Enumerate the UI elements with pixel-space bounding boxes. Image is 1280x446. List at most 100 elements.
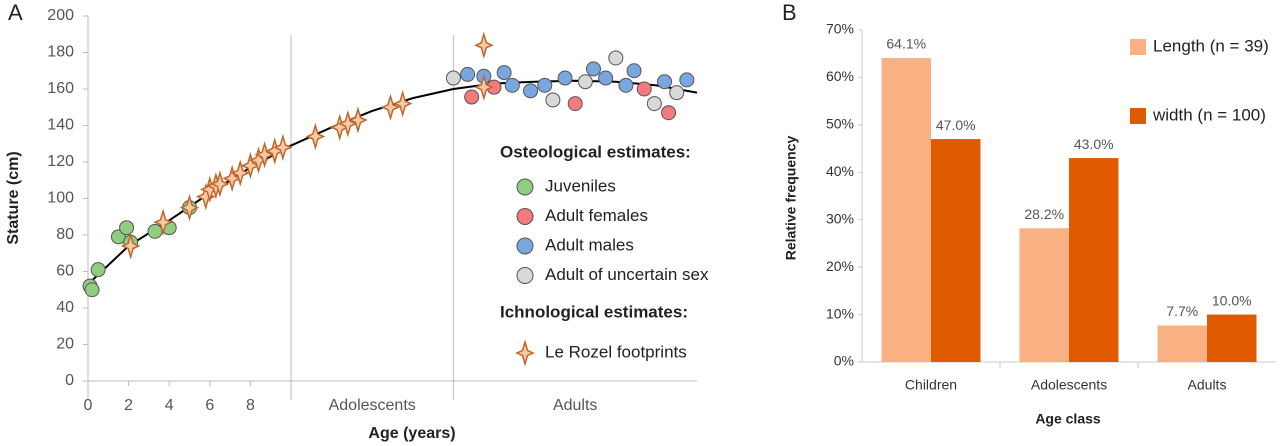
value-label: 7.7%: [1166, 303, 1198, 319]
y-tick-label: 100: [47, 190, 74, 207]
x-tick-label: 6: [205, 397, 214, 414]
point: [669, 85, 685, 101]
y-tick-label: 180: [47, 44, 74, 61]
point: [636, 81, 652, 97]
y-tick-label: 40%: [826, 163, 854, 179]
point: [679, 72, 695, 88]
legend-label: Adult males: [545, 235, 634, 254]
legend-swatch: [516, 237, 534, 255]
star-point: [338, 110, 358, 138]
x-tick-label: 2: [124, 397, 133, 414]
legend-label: Le Rozel footprints: [545, 342, 687, 361]
point: [504, 77, 520, 93]
bar: [1207, 314, 1257, 362]
legend-swatch: [516, 267, 534, 284]
x-tick-label: Children: [905, 377, 957, 393]
legend-label: Adult of uncertain sex: [545, 265, 709, 284]
x-tick-label: Adolescents: [1031, 377, 1107, 393]
y-tick-label: 120: [47, 153, 74, 170]
point: [646, 96, 662, 112]
star-point: [254, 141, 275, 169]
star-point: [230, 159, 251, 187]
bar: [1069, 158, 1119, 362]
legend-label: Length (n = 39): [1153, 36, 1269, 55]
bar: [1019, 228, 1069, 362]
y-tick-label: 160: [47, 80, 74, 97]
point: [445, 70, 461, 86]
y-tick-label: 40: [56, 299, 74, 316]
star-point: [179, 193, 200, 222]
bar: [1157, 325, 1207, 362]
point: [523, 83, 539, 99]
y-axis-title: Stature (cm): [5, 151, 22, 244]
panel-label: B: [782, 0, 797, 25]
x-tick-label: 0: [84, 397, 93, 414]
star-point: [348, 106, 368, 134]
point: [657, 74, 673, 90]
y-axis-title: Relative frequency: [783, 136, 799, 261]
point: [557, 70, 573, 86]
star-point: [240, 151, 261, 180]
y-tick-label: 20%: [826, 258, 854, 274]
point: [626, 63, 642, 79]
value-label: 28.2%: [1024, 206, 1064, 222]
x-axis-title: Age (years): [368, 425, 455, 442]
legend-label: width (n = 100): [1152, 105, 1266, 124]
star-point: [273, 133, 293, 162]
region-label: Adults: [553, 397, 597, 414]
point: [567, 96, 583, 112]
star-point: [305, 122, 326, 151]
star-point: [222, 164, 242, 193]
region-label: Adolescents: [329, 397, 416, 414]
y-tick-label: 0%: [834, 353, 854, 369]
legend-swatch: [516, 208, 534, 225]
star-point: [120, 232, 141, 260]
star-point: [392, 89, 413, 118]
y-tick-label: 140: [47, 117, 74, 134]
bar: [881, 57, 931, 363]
x-axis-title: Age class: [1035, 411, 1101, 427]
point: [537, 77, 553, 93]
point: [608, 50, 624, 66]
bar: [931, 139, 981, 362]
star-point: [474, 31, 494, 59]
point: [577, 74, 593, 90]
legend-swatch: [515, 339, 535, 367]
x-tick-label: 8: [246, 397, 255, 414]
point: [90, 262, 106, 278]
x-tick-label: Adults: [1188, 377, 1227, 393]
panel-label: A: [8, 0, 23, 25]
y-tick-label: 30%: [826, 210, 854, 226]
y-tick-label: 20: [56, 336, 74, 353]
legend-swatch: [516, 178, 534, 196]
point: [464, 89, 480, 105]
value-label: 43.0%: [1074, 136, 1114, 152]
y-tick-label: 70%: [826, 21, 854, 37]
value-label: 47.0%: [936, 117, 976, 133]
star-point: [210, 170, 230, 198]
point: [585, 61, 601, 77]
y-tick-label: 0: [65, 372, 74, 389]
legend-title: Ichnological estimates:: [500, 302, 688, 321]
y-tick-label: 50%: [826, 116, 854, 132]
star-point: [474, 73, 494, 101]
point: [119, 220, 135, 236]
y-tick-label: 80: [56, 226, 74, 243]
point: [496, 65, 512, 81]
point: [598, 70, 614, 86]
point: [147, 223, 163, 239]
star-point: [380, 93, 401, 121]
star-point: [153, 208, 173, 236]
legend-label: Adult females: [545, 206, 648, 225]
y-tick-label: 60: [56, 263, 74, 280]
point: [618, 77, 634, 93]
legend-swatch: [1130, 39, 1146, 55]
y-tick-label: 200: [47, 7, 74, 24]
y-tick-label: 10%: [826, 305, 854, 321]
x-tick-label: 4: [165, 397, 174, 414]
value-label: 64.1%: [886, 36, 926, 52]
point: [661, 105, 677, 121]
legend-label: Juveniles: [545, 176, 616, 195]
value-label: 10.0%: [1212, 292, 1252, 308]
